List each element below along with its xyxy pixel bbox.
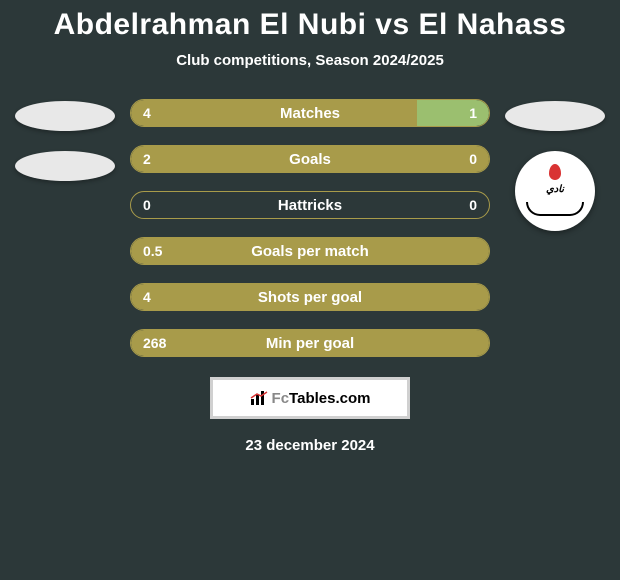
page-title: Abdelrahman El Nubi vs El Nahass [8,8,612,42]
logo-text: FcTables.com [272,390,371,407]
left-player-col [10,99,120,181]
club-badge-right: نادي [515,151,595,231]
barchart-icon [250,389,268,407]
stat-label: Min per goal [266,335,354,352]
right-player-col: نادي [500,99,610,231]
badge-arc-icon [526,202,584,216]
snapshot-date: 23 december 2024 [8,437,612,454]
stat-label: Matches [280,105,340,122]
player-avatar-right-1 [505,101,605,131]
stat-row: 4 Shots per goal [130,283,490,311]
flame-icon [549,164,561,180]
stat-value-left: 268 [143,335,166,351]
stat-label: Hattricks [278,197,342,214]
stat-value-right: 0 [469,151,477,167]
stat-label: Goals [289,151,331,168]
page-subtitle: Club competitions, Season 2024/2025 [8,52,612,69]
bar-fill-left [131,100,417,126]
stat-value-right: 0 [469,197,477,213]
stat-row: 268 Min per goal [130,329,490,357]
stat-label: Goals per match [251,243,369,260]
stat-value-left: 4 [143,289,151,305]
stat-label: Shots per goal [258,289,362,306]
stat-bars: 4 1 Matches 2 0 Goals 0 0 Hattricks 0.5 Goals per … [130,99,490,357]
badge-label: نادي [546,184,564,195]
stat-row: 2 0 Goals [130,145,490,173]
bar-fill-right [417,100,489,126]
stat-row: 0 0 Hattricks [130,191,490,219]
stat-row: 4 1 Matches [130,99,490,127]
stat-value-left: 2 [143,151,151,167]
comparison-main: 4 1 Matches 2 0 Goals 0 0 Hattricks 0.5 Goals per … [8,99,612,357]
stat-value-left: 0.5 [143,243,162,259]
player-avatar-left-1 [15,101,115,131]
stat-row: 0.5 Goals per match [130,237,490,265]
stat-value-right: 1 [469,105,477,121]
stat-value-left: 0 [143,197,151,213]
player-avatar-left-2 [15,151,115,181]
fctables-logo[interactable]: FcTables.com [210,377,410,419]
stat-value-left: 4 [143,105,151,121]
